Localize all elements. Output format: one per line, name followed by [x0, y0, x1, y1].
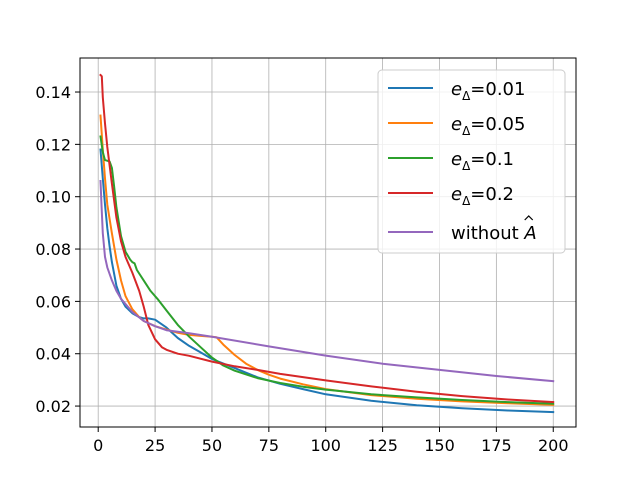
y-tick-label: 0.04 — [35, 345, 71, 364]
legend-label: eΔ=0.05 — [451, 114, 525, 138]
series-line-4 — [99, 73, 555, 404]
y-tick-label: 0.06 — [35, 292, 71, 311]
x-tick-label: 125 — [367, 436, 398, 455]
x-tick-label: 0 — [93, 436, 103, 455]
legend-label: eΔ=0.1 — [451, 149, 514, 173]
x-tick-label: 50 — [202, 436, 222, 455]
legend-label: eΔ=0.2 — [451, 184, 514, 208]
series-line-3 — [99, 135, 555, 405]
x-tick-label: 175 — [481, 436, 512, 455]
y-tick-label: 0.14 — [35, 83, 71, 102]
y-tick-label: 0.08 — [35, 240, 71, 259]
series-line-5 — [99, 179, 555, 383]
y-tick-label: 0.02 — [35, 397, 71, 416]
series-lines — [99, 73, 555, 414]
x-tick-label: 100 — [310, 436, 341, 455]
x-tick-label: 200 — [538, 436, 569, 455]
x-tick-label: 150 — [424, 436, 455, 455]
y-tick-label: 0.10 — [35, 188, 71, 207]
legend: eΔ=0.01 eΔ=0.05 eΔ=0.1 eΔ=0.2 without A — [377, 69, 566, 254]
series-line-1 — [99, 148, 555, 414]
y-tick-label: 0.12 — [35, 135, 71, 154]
x-tick-label: 25 — [145, 436, 165, 455]
hat-accent — [524, 215, 534, 221]
legend-label: without A — [451, 223, 537, 244]
legend-label: eΔ=0.01 — [451, 79, 525, 103]
legend-box — [377, 69, 566, 254]
plot-frame — [79, 57, 577, 428]
axis-ticks: 0 25 50 75 100 125 150 175 200 0.02 0.04 0.06 0.08 0.… — [35, 83, 568, 455]
x-tick-label: 75 — [259, 436, 279, 455]
